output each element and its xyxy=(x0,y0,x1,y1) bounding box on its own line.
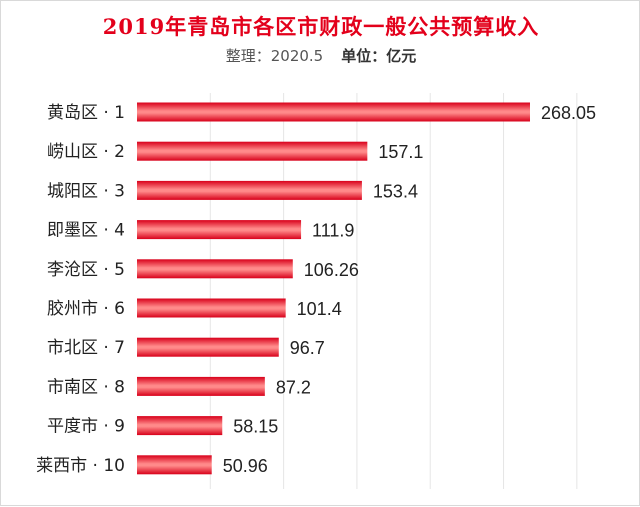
category-label: 莱西市 · 10 xyxy=(36,456,125,476)
category-label: 市北区 · 7 xyxy=(47,338,125,358)
category-label: 李沧区 · 5 xyxy=(47,260,125,280)
bar xyxy=(137,102,530,122)
category-label: 黄岛区 · 1 xyxy=(47,103,125,123)
value-label: 111.9 xyxy=(312,221,354,241)
value-label: 50.96 xyxy=(223,456,268,476)
category-label: 胶州市 · 6 xyxy=(47,299,125,319)
category-label: 平度市 · 9 xyxy=(47,417,125,437)
value-label: 58.15 xyxy=(233,417,278,437)
bar xyxy=(137,337,279,357)
value-label: 101.4 xyxy=(297,299,342,319)
category-label: 城阳区 · 3 xyxy=(47,181,125,201)
bar xyxy=(137,180,362,200)
value-label: 87.2 xyxy=(276,377,311,397)
bar xyxy=(137,259,293,279)
subtitle-unit: 单位：亿元 xyxy=(341,47,417,65)
labels: 黄岛区 · 1 268.05 崂山区 · 2 157.1 城阳区 · 3 153.4 即墨区… xyxy=(36,103,596,476)
chart-title: 2019年青岛市各区市财政一般公共预算收入 xyxy=(102,14,540,39)
value-label: 268.05 xyxy=(541,103,596,123)
value-label: 96.7 xyxy=(290,338,325,358)
bar xyxy=(137,220,302,240)
bar xyxy=(137,141,368,161)
bar xyxy=(137,416,223,436)
value-label: 106.26 xyxy=(304,260,359,280)
chart-subtitle: 整理：2020.5 单位：亿元 xyxy=(1,45,640,66)
bar xyxy=(137,376,265,396)
subtitle-arrange-date: 整理：2020.5 xyxy=(225,47,324,65)
category-label: 崂山区 · 2 xyxy=(47,142,125,162)
category-label: 即墨区 · 4 xyxy=(47,221,125,241)
category-label: 市南区 · 8 xyxy=(47,377,125,397)
bars xyxy=(137,102,530,475)
bar xyxy=(137,298,286,318)
bar xyxy=(137,455,212,475)
value-label: 153.4 xyxy=(373,181,418,201)
value-label: 157.1 xyxy=(378,142,423,162)
